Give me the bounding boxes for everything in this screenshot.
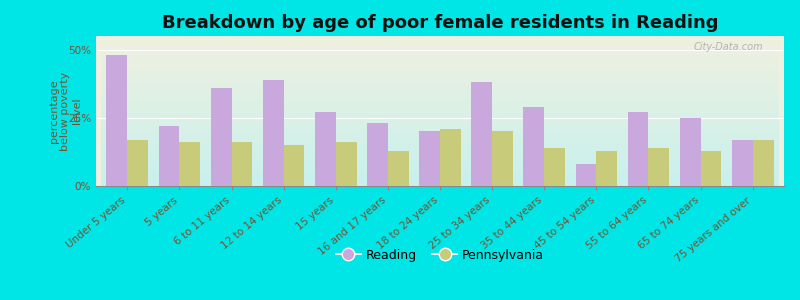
Bar (753, 140, 774, 186)
Text: City-Data.com: City-Data.com (694, 42, 763, 52)
Bar (388, 151, 409, 186)
Bar (210, 88, 231, 186)
Bar (284, 145, 305, 186)
Title: Breakdown by age of poor female residents in Reading: Breakdown by age of poor female resident… (162, 14, 718, 32)
Bar (127, 140, 148, 186)
Bar (575, 164, 596, 186)
Bar (179, 142, 200, 186)
Bar (732, 140, 753, 186)
Bar (596, 151, 618, 186)
Bar (440, 129, 461, 186)
Bar (471, 82, 492, 186)
Bar (262, 80, 284, 186)
Bar (106, 55, 127, 186)
Bar (628, 112, 649, 186)
Bar (680, 118, 701, 186)
Bar (231, 142, 252, 186)
Bar (492, 131, 513, 186)
Bar (367, 123, 388, 186)
Bar (523, 107, 544, 186)
Bar (315, 112, 336, 186)
Bar (544, 148, 565, 186)
Bar (336, 142, 357, 186)
Bar (419, 131, 440, 186)
Bar (649, 148, 670, 186)
Y-axis label: percentage
below poverty
level: percentage below poverty level (49, 71, 82, 151)
Legend: Reading, Pennsylvania: Reading, Pennsylvania (331, 244, 549, 267)
Bar (701, 151, 722, 186)
Bar (158, 126, 179, 186)
